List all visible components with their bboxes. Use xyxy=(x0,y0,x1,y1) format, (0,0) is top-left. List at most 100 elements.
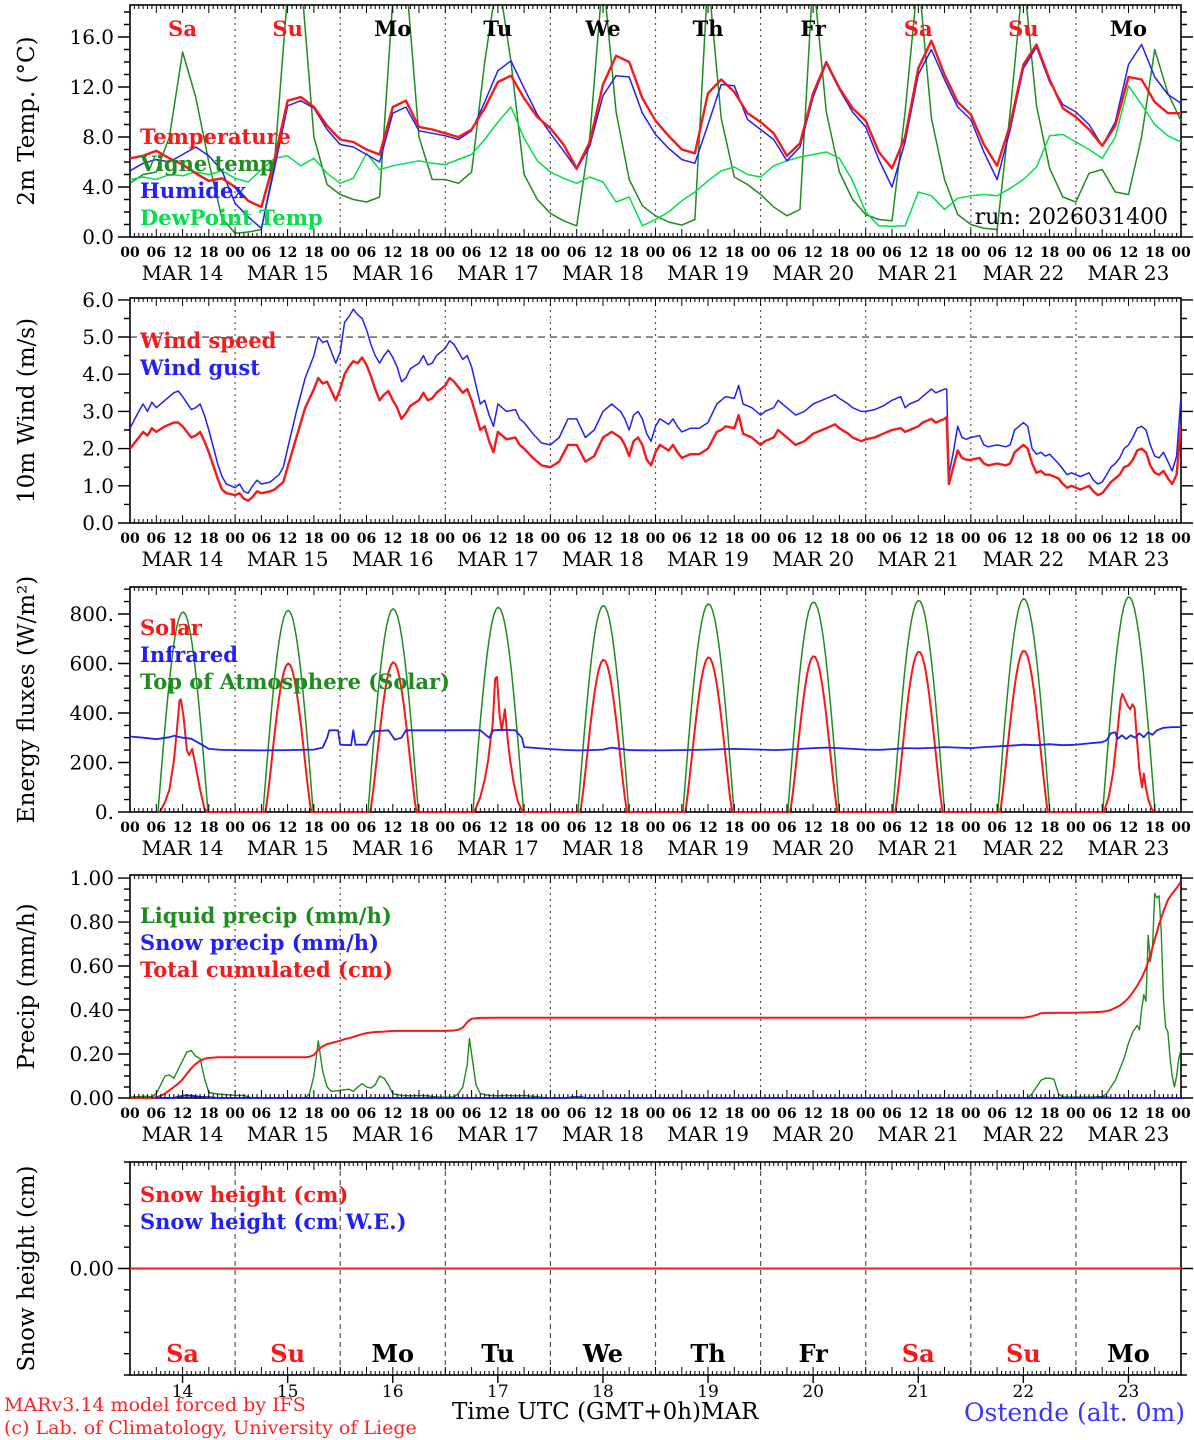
panel-energy-fluxes: 0. 200. 400. 600. 800. Energy fluxes (W/m²) 00… xyxy=(14,576,1193,860)
y-tick-label: 1.0 xyxy=(82,474,114,498)
hour-label: 00 xyxy=(541,245,561,261)
hour-label: 00 xyxy=(751,531,771,547)
hour-label: 06 xyxy=(252,531,271,547)
y-axis-title-panel-precip: Precip (mm/h) xyxy=(14,903,40,1069)
hour-label: 18 xyxy=(725,820,744,836)
y-tick-label: 2.0 xyxy=(82,437,114,461)
hour-label: 06 xyxy=(567,1106,586,1122)
hour-label: 00 xyxy=(1171,531,1191,547)
date-label: MAR 15 xyxy=(247,1122,329,1146)
y-axis-title-panel-energy-fluxes: Energy fluxes (W/m²) xyxy=(14,576,40,823)
date-label: MAR 20 xyxy=(772,261,854,285)
hour-label: 18 xyxy=(514,1106,533,1122)
date-label: MAR 16 xyxy=(352,1122,434,1146)
y-tick-label: 12.0 xyxy=(69,75,114,99)
hour-label: 06 xyxy=(882,245,901,261)
dow-label-top: Mo xyxy=(1110,16,1147,41)
hour-label: 06 xyxy=(672,531,691,547)
hour-label: 18 xyxy=(409,820,428,836)
dow-label-bottom: Sa xyxy=(902,1339,935,1368)
dow-label-top: Sa xyxy=(168,16,197,41)
day-number: 23 xyxy=(1118,1382,1140,1402)
hour-label: 12 xyxy=(593,531,612,547)
hour-label: 12 xyxy=(593,820,612,836)
hour-label: 00 xyxy=(541,531,561,547)
dow-label-bottom: Su xyxy=(1006,1339,1041,1368)
hour-label: 06 xyxy=(777,245,796,261)
hour-label: 12 xyxy=(278,245,297,261)
y-tick-label: 0.00 xyxy=(69,1257,114,1281)
hour-label: 12 xyxy=(173,245,192,261)
hour-label: 00 xyxy=(751,245,771,261)
hour-label: 06 xyxy=(882,820,901,836)
hour-label: 12 xyxy=(909,1106,928,1122)
hour-label: 18 xyxy=(514,245,533,261)
date-label: MAR 17 xyxy=(457,1122,539,1146)
hour-label: 00 xyxy=(541,1106,561,1122)
hour-label: 12 xyxy=(698,820,717,836)
hour-label: 12 xyxy=(383,1106,402,1122)
date-label: MAR 19 xyxy=(667,547,749,571)
date-label: MAR 21 xyxy=(877,1122,959,1146)
hour-label: 00 xyxy=(436,1106,456,1122)
hour-label: 06 xyxy=(777,820,796,836)
hour-label: 00 xyxy=(330,820,350,836)
date-label: MAR 18 xyxy=(562,547,644,571)
y-tick-label: 400. xyxy=(69,701,114,725)
hour-label: 00 xyxy=(225,1106,245,1122)
hour-label: 18 xyxy=(304,1106,323,1122)
hour-label: 06 xyxy=(462,531,481,547)
hour-label: 06 xyxy=(147,245,166,261)
hour-label: 06 xyxy=(777,1106,796,1122)
date-label: MAR 14 xyxy=(142,547,224,571)
legend-snow-height: Snow height (cm) xyxy=(140,1182,349,1207)
hour-label: 06 xyxy=(987,245,1006,261)
series-top-of-atmosphere-solar xyxy=(157,596,1156,813)
hour-label: 18 xyxy=(199,1106,218,1122)
hour-label: 00 xyxy=(961,245,981,261)
hour-label: 00 xyxy=(330,531,350,547)
hour-label: 18 xyxy=(830,820,849,836)
y-tick-label: 8.0 xyxy=(82,125,114,149)
credit-line-1: MARv3.14 model forced by IFS xyxy=(4,1394,306,1416)
y-tick-label: 0.20 xyxy=(69,1042,114,1066)
legend-snow-precip: Snow precip (mm/h) xyxy=(140,930,379,955)
legend-total-cumulated: Total cumulated (cm) xyxy=(140,957,393,982)
y-tick-label: 1.00 xyxy=(69,866,114,890)
y-tick-label: 0.0 xyxy=(82,511,114,535)
y-tick-label: 600. xyxy=(69,651,114,675)
hour-label: 18 xyxy=(1040,531,1059,547)
date-label: MAR 18 xyxy=(562,261,644,285)
legend-infrared: Infrared xyxy=(140,642,238,667)
hour-label: 06 xyxy=(357,1106,376,1122)
date-label: MAR 23 xyxy=(1088,836,1170,860)
hour-label: 18 xyxy=(935,1106,954,1122)
panel-2m-temp: 0.04.08.012.016.02m Temp. (°C)00 06 12 18MA… xyxy=(14,4,1193,285)
hour-label: 00 xyxy=(120,1106,140,1122)
hour-label: 18 xyxy=(725,531,744,547)
x-axis-title-text: Time UTC (GMT+0h) xyxy=(452,1399,701,1425)
y-ticks xyxy=(118,877,1193,1099)
hour-label: 12 xyxy=(1014,820,1033,836)
hour-label: 18 xyxy=(935,245,954,261)
dow-label-top: We xyxy=(584,16,620,41)
hour-label: 00 xyxy=(1066,820,1086,836)
station-label: Ostende (alt. 0m) xyxy=(964,1398,1185,1427)
hour-label: 18 xyxy=(1145,245,1164,261)
legend-wind-speed: Wind speed xyxy=(140,328,277,353)
series-vigne-temp xyxy=(130,5,1181,235)
hour-label: 18 xyxy=(199,820,218,836)
series-liquid-precip xyxy=(130,892,1181,1099)
hour-label: 00 xyxy=(436,531,456,547)
hour-label: 18 xyxy=(830,531,849,547)
hour-label: 12 xyxy=(698,245,717,261)
hour-label: 06 xyxy=(987,1106,1006,1122)
y-tick-label: 0. xyxy=(95,800,114,824)
hour-ticks xyxy=(129,298,1182,523)
hour-label: 12 xyxy=(488,1106,507,1122)
date-label: MAR 23 xyxy=(1088,261,1170,285)
credit-line-2: (c) Lab. of Climatology, University of L… xyxy=(4,1417,417,1439)
dow-label-bottom: Mo xyxy=(371,1339,414,1368)
hour-label: 00 xyxy=(856,531,876,547)
